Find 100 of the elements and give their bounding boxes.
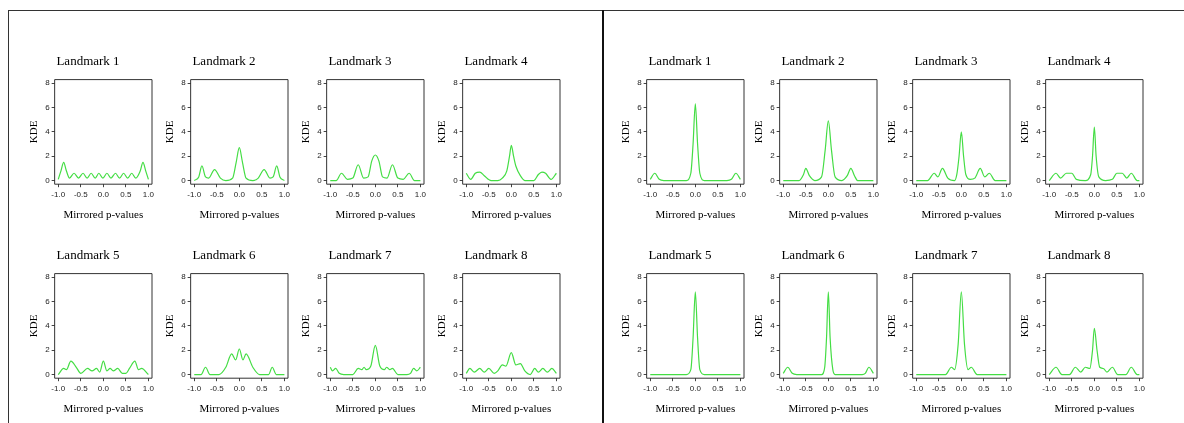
x-tick-label: 0.5 [712, 384, 724, 394]
chart-title: Landmark 7 [914, 247, 979, 263]
line-series [782, 291, 874, 376]
line-series [915, 131, 1007, 182]
y-axis-title: KDE [299, 314, 312, 338]
y-tick-label: 2 [770, 345, 776, 355]
chart-title: Landmark 6 [192, 247, 257, 263]
line-series [329, 344, 421, 376]
x-tick-label: -0.5 [73, 190, 89, 200]
x-tick-label: 0.5 [978, 384, 990, 394]
x-tick-label: 1.0 [550, 384, 563, 394]
x-tick-label: 0.0 [689, 384, 702, 394]
x-axis-title: Mirrored p-values [199, 208, 280, 221]
y-tick-label: 6 [637, 102, 643, 112]
x-tick-label: 1.0 [867, 190, 880, 200]
x-tick-label: 0.0 [233, 190, 246, 200]
x-axis-title: Mirrored p-values [1054, 208, 1135, 221]
x-tick-label: 0.0 [822, 384, 835, 394]
x-tick-label: 0.5 [845, 190, 857, 200]
x-tick-label: -0.5 [73, 384, 89, 394]
x-tick-label: 1.0 [414, 190, 427, 200]
chart-title: Landmark 5 [56, 247, 120, 263]
y-tick-label: 0 [1036, 175, 1042, 185]
y-axis-title: KDE [885, 120, 898, 144]
x-tick-label: 0.5 [712, 190, 724, 200]
y-tick-label: 6 [45, 296, 51, 306]
chart-title: Landmark 2 [192, 53, 256, 69]
y-tick-label: 8 [903, 272, 909, 282]
x-tick-label: 0.0 [1088, 190, 1101, 200]
y-axis-title: KDE [1018, 314, 1031, 338]
y-tick-label: 0 [1036, 369, 1042, 379]
x-tick-label: -1.0 [643, 384, 658, 394]
x-tick-label: -0.5 [665, 384, 681, 394]
y-axis-title: KDE [299, 120, 312, 144]
line-series [465, 144, 557, 182]
x-tick-label: 0.0 [233, 384, 246, 394]
x-tick-label: -0.5 [798, 190, 814, 200]
y-tick-label: 2 [637, 345, 643, 355]
x-axis-title: Mirrored p-values [655, 208, 736, 221]
y-tick-label: 6 [770, 296, 776, 306]
y-tick-label: 8 [317, 272, 323, 282]
y-axis-title: KDE [27, 120, 40, 144]
x-tick-label: -0.5 [1064, 190, 1080, 200]
y-tick-label: 4 [453, 321, 459, 331]
y-tick-label: 8 [1036, 78, 1042, 88]
y-axis-title: KDE [1018, 120, 1031, 144]
x-tick-label: 1.0 [1133, 190, 1146, 200]
y-tick-label: 4 [770, 321, 776, 331]
chart-title: Landmark 1 [648, 53, 712, 69]
y-tick-label: 8 [181, 78, 187, 88]
x-tick-label: -1.0 [323, 384, 338, 394]
x-axis-title: Mirrored p-values [921, 402, 1002, 415]
y-tick-label: 6 [453, 102, 459, 112]
line-series [193, 348, 285, 376]
y-tick-label: 0 [453, 175, 459, 185]
y-tick-label: 4 [45, 127, 51, 137]
x-tick-label: -0.5 [209, 190, 225, 200]
x-tick-label: 0.5 [392, 384, 404, 394]
x-axis-title: Mirrored p-values [921, 208, 1002, 221]
x-tick-label: -0.5 [931, 384, 947, 394]
y-tick-label: 4 [903, 127, 909, 137]
y-tick-label: 2 [770, 151, 776, 161]
x-tick-label: 1.0 [867, 384, 880, 394]
x-tick-label: -0.5 [481, 190, 497, 200]
chart-title: Landmark 3 [328, 53, 392, 69]
y-tick-label: 0 [903, 175, 909, 185]
line-series [1048, 126, 1140, 182]
y-tick-label: 0 [770, 369, 776, 379]
x-tick-label: 0.0 [97, 384, 110, 394]
x-tick-label: 0.0 [822, 190, 835, 200]
y-tick-label: 0 [637, 175, 643, 185]
y-tick-label: 2 [1036, 151, 1042, 161]
y-axis-title: KDE [752, 120, 765, 144]
x-tick-label: 1.0 [734, 384, 747, 394]
line-series [649, 103, 741, 182]
y-tick-label: 6 [903, 102, 909, 112]
chart-title: Landmark 4 [1047, 53, 1112, 69]
x-tick-label: 1.0 [1000, 190, 1013, 200]
y-tick-label: 8 [637, 78, 643, 88]
y-tick-label: 8 [181, 272, 187, 282]
chart-title: Landmark 1 [56, 53, 120, 69]
x-tick-label: 1.0 [278, 190, 291, 200]
x-tick-label: 0.0 [97, 190, 110, 200]
y-axis-title: KDE [752, 314, 765, 338]
x-axis-title: Mirrored p-values [335, 402, 416, 415]
y-axis-title: KDE [619, 120, 632, 144]
x-tick-label: -0.5 [665, 190, 681, 200]
x-tick-label: 0.5 [978, 190, 990, 200]
y-axis-title: KDE [27, 314, 40, 338]
line-series [782, 120, 874, 182]
y-tick-label: 0 [770, 175, 776, 185]
x-tick-label: -0.5 [798, 384, 814, 394]
x-tick-label: -1.0 [51, 384, 66, 394]
y-tick-label: 8 [1036, 272, 1042, 282]
y-tick-label: 0 [181, 175, 187, 185]
x-axis-title: Mirrored p-values [655, 402, 736, 415]
y-tick-label: 2 [637, 151, 643, 161]
x-axis-title: Mirrored p-values [788, 402, 869, 415]
x-tick-label: -1.0 [459, 190, 474, 200]
chart-title: Landmark 4 [464, 53, 529, 69]
